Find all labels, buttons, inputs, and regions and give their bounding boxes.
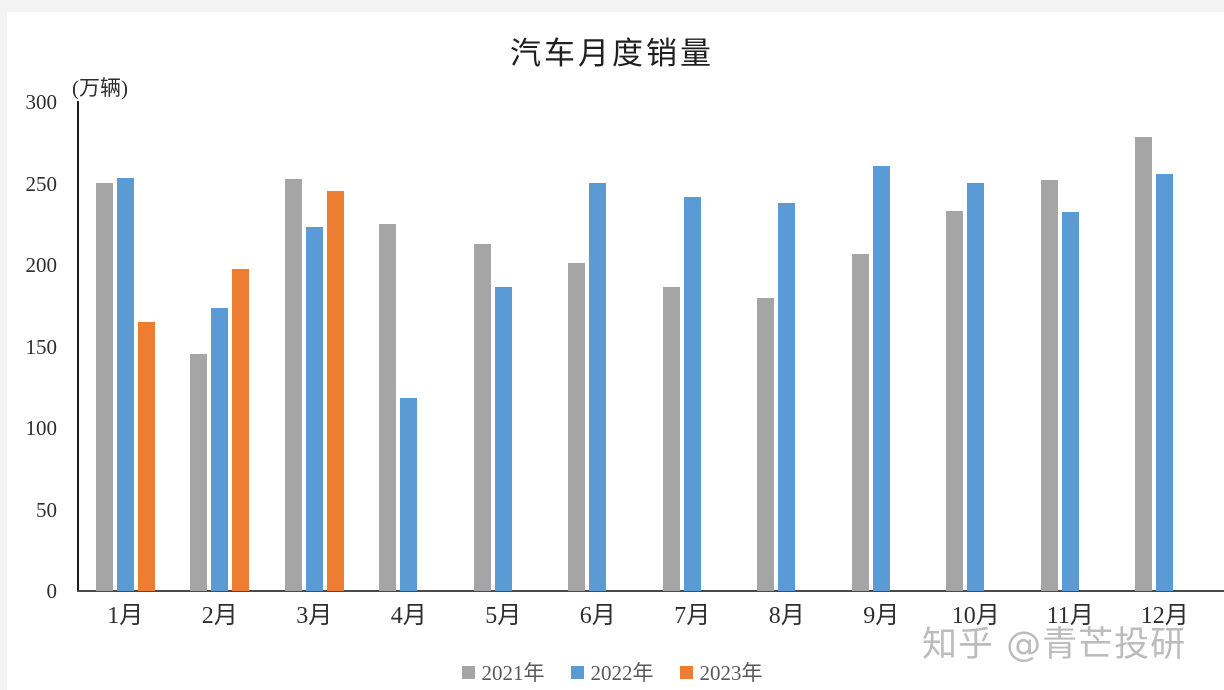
legend-swatch-icon	[461, 665, 475, 679]
bar-2022年-8月	[778, 202, 796, 591]
y-tick-label-150: 150	[25, 334, 58, 359]
bar-2022年-4月	[400, 398, 418, 591]
x-tick-label-10月: 10月	[951, 603, 1000, 629]
y-tick-label-250: 250	[25, 171, 58, 196]
bar-2023年-1月	[137, 322, 155, 591]
x-tick-label-5月: 5月	[485, 603, 522, 629]
legend-label: 2023年	[699, 661, 763, 685]
legend-item-2021年: 2021年	[461, 657, 545, 687]
bar-2021年-11月	[1040, 179, 1058, 591]
bar-2021年-10月	[946, 210, 964, 591]
legend-item-2022年: 2022年	[570, 657, 654, 687]
bar-2021年-5月	[473, 244, 491, 591]
legend-label: 2022年	[590, 661, 654, 685]
y-axis-unit-label: (万辆)	[72, 76, 128, 100]
bar-2021年-1月	[95, 183, 113, 591]
legend-swatch-icon	[679, 665, 693, 679]
bar-2021年-9月	[851, 254, 869, 591]
x-tick-label-2月: 2月	[201, 603, 238, 629]
watermark: 知乎 @青芒投研	[922, 625, 1187, 665]
x-tick-label-8月: 8月	[768, 603, 805, 629]
x-tick-label-12月: 12月	[1140, 603, 1189, 629]
x-tick-label-6月: 6月	[579, 603, 616, 629]
x-tick-label-11月: 11月	[1046, 603, 1094, 629]
bar-2022年-10月	[967, 182, 985, 591]
page-left-strip	[0, 0, 7, 690]
legend-label: 2021年	[481, 661, 545, 685]
x-axis-line	[77, 590, 1224, 592]
x-tick-label-4月: 4月	[390, 603, 427, 629]
bar-2023年-3月	[326, 191, 344, 591]
bar-2022年-2月	[211, 307, 229, 591]
legend-item-2023年: 2023年	[679, 657, 763, 687]
y-tick-label-0: 0	[46, 579, 58, 603]
bar-2022年-12月	[1156, 174, 1174, 591]
page-top-strip	[0, 0, 1224, 12]
bar-2022年-7月	[683, 196, 701, 591]
bar-2021年-3月	[284, 179, 302, 591]
x-tick-label-3月: 3月	[296, 603, 333, 629]
bar-2022年-9月	[872, 165, 890, 591]
bar-2021年-12月	[1135, 136, 1153, 591]
y-tick-label-100: 100	[25, 416, 58, 440]
y-tick-label-200: 200	[25, 253, 58, 277]
bar-2022年-6月	[589, 183, 607, 591]
bar-2022年-5月	[494, 287, 512, 591]
bar-2023年-2月	[232, 268, 250, 591]
chart-legend: 2021年 2022年 2023年	[0, 657, 1224, 687]
bar-2021年-6月	[568, 262, 586, 591]
bar-2022年-11月	[1061, 211, 1079, 591]
bar-2021年-8月	[757, 297, 775, 591]
bar-2022年-3月	[305, 226, 323, 591]
bar-2021年-2月	[190, 353, 208, 591]
bar-2022年-1月	[116, 178, 134, 591]
y-tick-label-50: 50	[36, 497, 57, 522]
y-tick-label-300: 300	[25, 90, 58, 114]
chart-title: 汽车月度销量	[510, 36, 714, 71]
bar-2021年-7月	[662, 287, 680, 591]
y-axis-line	[77, 101, 79, 592]
x-tick-label-7月: 7月	[674, 603, 711, 629]
x-tick-label-1月: 1月	[107, 603, 144, 629]
bar-2021年-4月	[379, 223, 397, 591]
x-tick-label-9月: 9月	[863, 603, 900, 629]
legend-swatch-icon	[570, 665, 584, 679]
